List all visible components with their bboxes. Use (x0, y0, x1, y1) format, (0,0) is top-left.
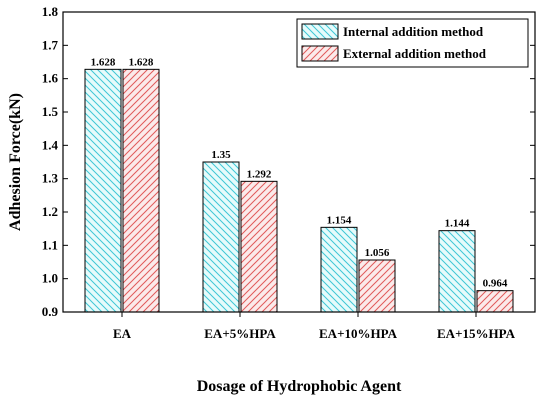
bar-value-label: 1.154 (327, 214, 352, 226)
bar-internal-addition (438, 230, 476, 313)
bar-value-label: 0.964 (483, 278, 508, 290)
x-tick-label: EA+10%HPA (319, 326, 398, 341)
bar-value-label: 1.628 (129, 56, 154, 68)
bar-external-addition (358, 259, 396, 313)
bar-internal-addition (202, 161, 240, 313)
legend-swatch-internal (301, 23, 339, 40)
x-tick-label: EA+15%HPA (437, 326, 516, 341)
y-tick-label: 1.5 (42, 104, 59, 119)
bar-value-label: 1.292 (247, 168, 272, 180)
legend-label-external: External addition method (343, 46, 487, 61)
x-tick-label: EA (113, 326, 132, 341)
x-axis-title: Dosage of Hydrophobic Agent (197, 378, 402, 395)
y-axis-ticks: 0.9 1.0 1.1 1.2 1.3 1.4 1.5 1.6 1.7 1.8 (42, 4, 535, 319)
legend-swatch-external (301, 45, 339, 62)
y-axis-title: Adhesion Force(kN) (7, 93, 24, 231)
bar-value-label: 1.628 (91, 56, 116, 68)
y-tick-label: 1.4 (42, 137, 59, 152)
legend: Internal addition method External additi… (296, 18, 529, 68)
bar-value-label: 1.144 (445, 218, 470, 230)
plot-area-frame (62, 11, 536, 313)
y-tick-label: 1.3 (42, 171, 59, 186)
y-tick-label: 1.7 (42, 37, 59, 52)
y-tick-label: 1.0 (42, 271, 58, 286)
x-tick-label: EA+5%HPA (204, 326, 276, 341)
bar-external-addition (240, 180, 278, 313)
y-tick-label: 1.8 (42, 4, 59, 19)
bar-internal-addition (84, 68, 122, 313)
bars (84, 68, 514, 313)
bar-external-addition (476, 290, 514, 313)
bar-internal-addition (320, 226, 358, 313)
y-tick-label: 1.2 (42, 204, 58, 219)
y-tick-label: 0.9 (42, 304, 59, 319)
bar-value-label: 1.35 (211, 149, 231, 161)
bar-external-addition (122, 68, 160, 313)
y-tick-label: 1.6 (42, 71, 59, 86)
x-axis-ticks: EA EA+5%HPA EA+10%HPA EA+15%HPA (113, 312, 516, 341)
bar-value-label: 1.056 (365, 247, 390, 259)
legend-label-internal: Internal addition method (343, 24, 484, 39)
data-labels: 1.628 1.628 1.35 1.292 1.154 1.056 1.144 0.964 (91, 56, 508, 289)
y-tick-label: 1.1 (42, 237, 58, 252)
